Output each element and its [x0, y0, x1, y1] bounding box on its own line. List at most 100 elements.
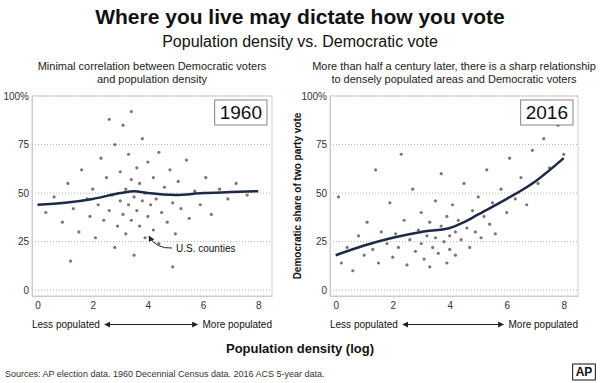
point — [440, 224, 443, 227]
point — [380, 230, 383, 233]
annotation: U.S. counties — [176, 243, 235, 254]
year-label: 2016 — [526, 102, 568, 123]
panel: More than half a century later, there is… — [292, 60, 596, 330]
point — [130, 178, 133, 181]
point — [121, 124, 124, 127]
point — [124, 232, 127, 235]
x-tick-label: 8 — [561, 300, 567, 311]
point — [113, 143, 116, 146]
x-tick-label: 4 — [447, 300, 453, 311]
point — [152, 228, 155, 231]
point — [135, 209, 138, 212]
chart-svg: Where you live may dictate how you voteP… — [0, 0, 600, 383]
x-tick-label: 8 — [256, 300, 262, 311]
year-box — [521, 100, 573, 125]
point — [160, 211, 163, 214]
point — [357, 234, 360, 237]
point — [141, 137, 144, 140]
x-tick: 0 — [35, 296, 41, 311]
subtitle: Population density vs. Democratic vote — [162, 33, 438, 50]
plot-frame — [32, 96, 272, 296]
marks — [336, 114, 571, 273]
point — [442, 240, 445, 243]
point — [155, 197, 158, 200]
y-tick: 50 — [18, 188, 32, 199]
point — [479, 236, 482, 239]
x-axis: 02468 — [33, 296, 273, 311]
point — [494, 232, 497, 235]
y-tick: 75 — [316, 139, 330, 150]
point — [199, 203, 202, 206]
point — [482, 215, 485, 218]
x-note: More populated — [203, 319, 273, 330]
x-axis-line — [33, 296, 273, 297]
x-tick: 2 — [90, 296, 96, 311]
grid-line — [330, 290, 578, 291]
point — [468, 246, 471, 249]
y-tick: 25 — [18, 236, 32, 247]
point — [119, 199, 122, 202]
plot-frame — [330, 96, 578, 296]
point — [52, 195, 55, 198]
source: Sources: AP election data. 1960 Decennia… — [5, 369, 325, 379]
point — [434, 236, 437, 239]
trend-line — [336, 158, 564, 255]
marks — [38, 110, 259, 269]
y-tick-label: 75 — [18, 139, 30, 150]
point — [542, 137, 545, 140]
x-tick-label: 2 — [90, 300, 96, 311]
point — [346, 246, 349, 249]
point — [130, 110, 133, 113]
points — [337, 114, 571, 273]
x-note-arrow — [403, 324, 504, 325]
y-tick: 0 — [23, 285, 32, 296]
grid-line — [32, 290, 272, 291]
point — [491, 201, 494, 204]
point — [149, 203, 152, 206]
point — [454, 254, 457, 257]
point — [420, 242, 423, 245]
y-tick-label: 50 — [18, 188, 30, 199]
x-axis-line — [331, 296, 579, 297]
point — [146, 160, 149, 163]
point — [505, 211, 508, 214]
point — [138, 224, 141, 227]
x-tick-label: 6 — [201, 300, 207, 311]
point — [514, 197, 517, 200]
point — [377, 261, 380, 264]
point — [132, 195, 135, 198]
x-tick: 6 — [504, 296, 510, 311]
point — [460, 238, 463, 241]
grid-line — [330, 144, 578, 145]
point — [462, 182, 465, 185]
point — [66, 182, 69, 185]
point — [61, 221, 64, 224]
point — [448, 234, 451, 237]
x-tick: 8 — [256, 296, 262, 311]
point — [146, 215, 149, 218]
point — [397, 246, 400, 249]
point — [105, 176, 108, 179]
credit-box — [573, 364, 596, 380]
panel: Minimal correlation between Democratic v… — [3, 60, 272, 330]
point — [80, 168, 83, 171]
y-tick: 75 — [18, 139, 32, 150]
x-tick-label: 6 — [504, 300, 510, 311]
point — [465, 226, 468, 229]
x-tick: 0 — [333, 296, 339, 311]
point — [127, 153, 130, 156]
point — [488, 223, 491, 226]
point — [121, 213, 124, 216]
point — [135, 166, 138, 169]
grid — [330, 96, 578, 290]
point — [185, 158, 188, 161]
y-tick-label: 25 — [18, 236, 30, 247]
point — [363, 254, 366, 257]
panel-caption: to densely populated areas and Democrati… — [331, 73, 577, 85]
point — [127, 203, 130, 206]
point — [141, 199, 144, 202]
point — [422, 258, 425, 261]
point — [445, 261, 448, 264]
y-tick-label: 25 — [316, 236, 328, 247]
point — [400, 153, 403, 156]
